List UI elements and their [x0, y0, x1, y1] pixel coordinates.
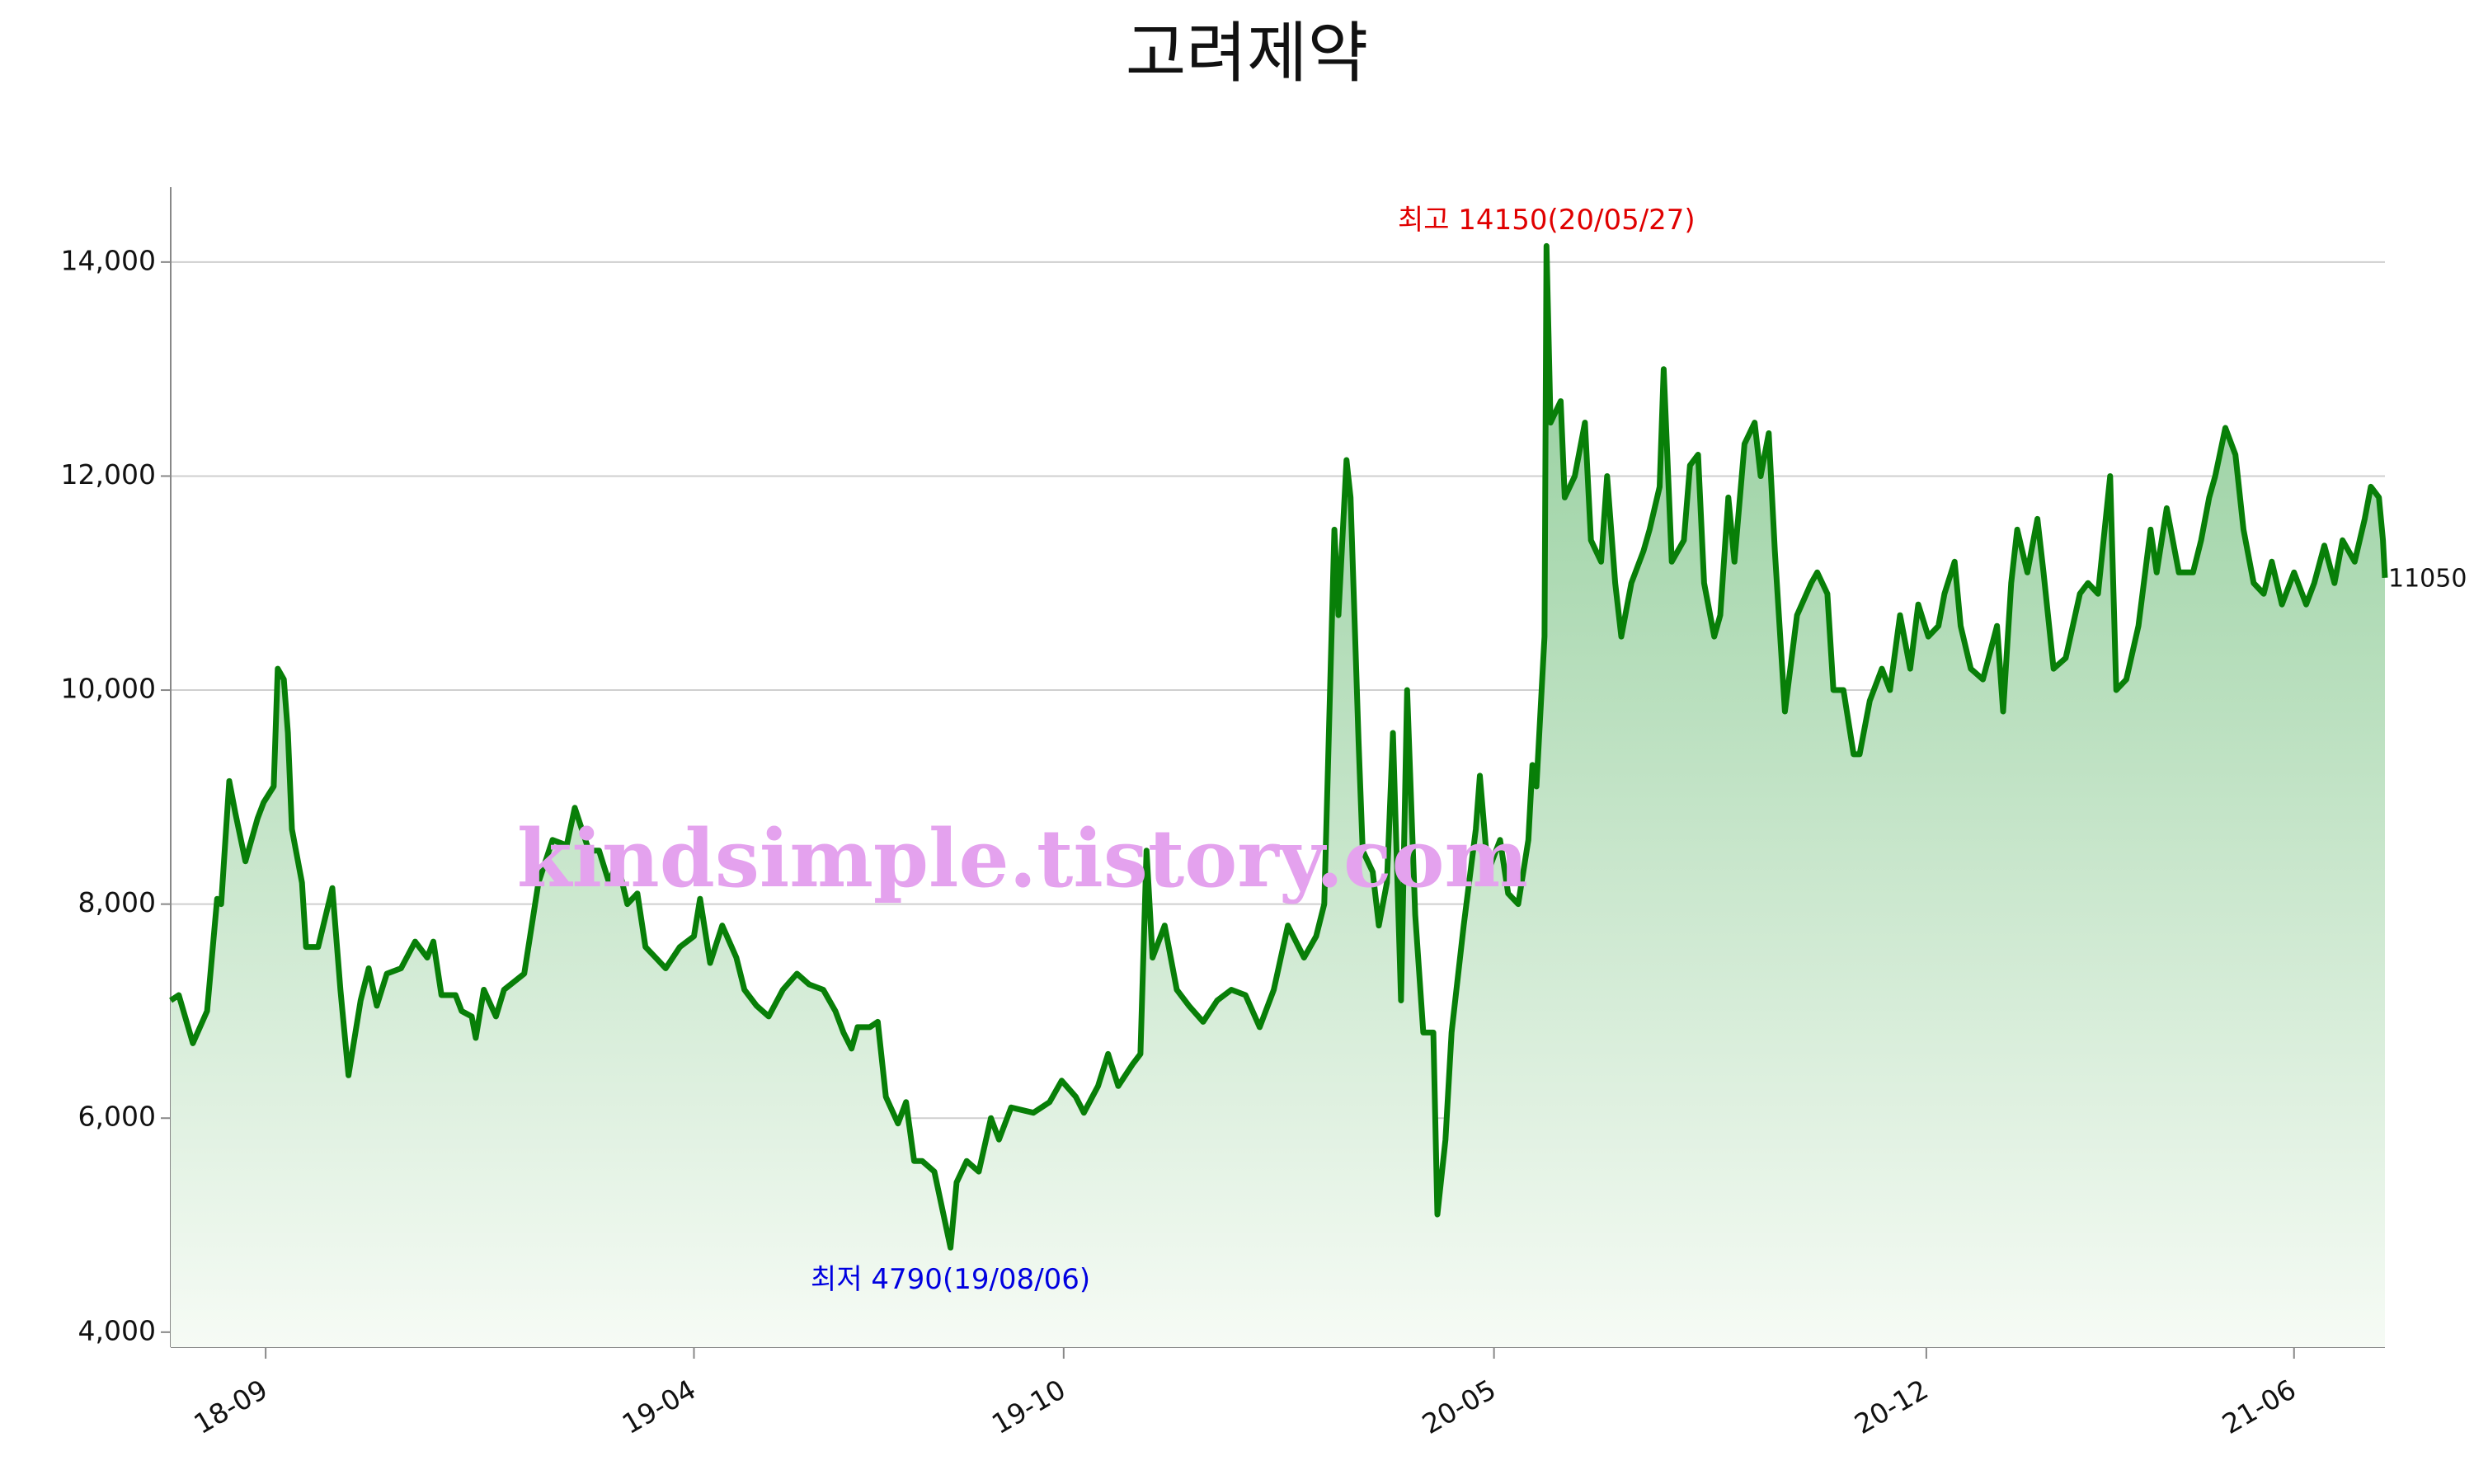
- y-tick-label: 8,000: [78, 886, 156, 918]
- y-tick-label: 10,000: [61, 673, 156, 705]
- x-tick-label: 20-05: [1417, 1373, 1502, 1440]
- x-tick-label: 20-12: [1849, 1373, 1934, 1440]
- y-tick-label: 4,000: [78, 1314, 156, 1346]
- chart-title: 고려제약: [1126, 15, 1368, 92]
- x-tick-label: 19-04: [617, 1373, 702, 1440]
- watermark: kindsimple.tistory.com: [517, 812, 1528, 905]
- max-label: 최고 14150(20/05/27): [1398, 204, 1696, 237]
- x-tick-label: 18-09: [188, 1373, 273, 1440]
- x-tick-label: 19-10: [986, 1373, 1071, 1440]
- last-value-label: 11050: [2388, 564, 2467, 593]
- min-label: 최저 4790(19/08/06): [811, 1263, 1090, 1296]
- y-tick-label: 6,000: [78, 1101, 156, 1133]
- y-tick-label: 12,000: [61, 458, 156, 491]
- y-tick-label: 14,000: [61, 244, 156, 276]
- x-tick-label: 21-06: [2217, 1373, 2302, 1440]
- area: [171, 246, 2385, 1347]
- line: [169, 242, 2388, 1251]
